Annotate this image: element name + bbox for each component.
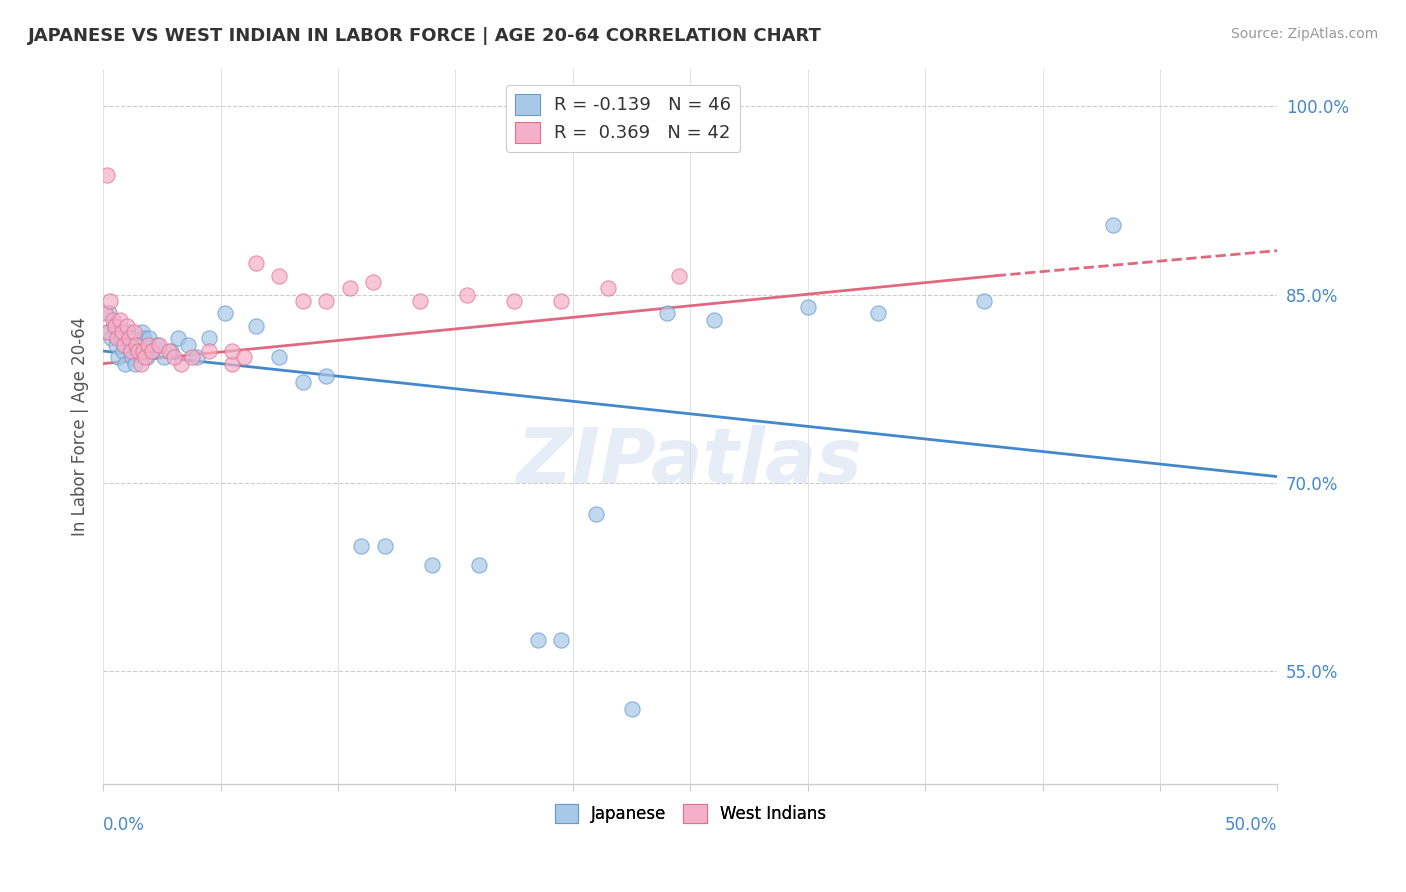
Point: [1102, 219, 1125, 233]
Point: [181, 351, 204, 365]
Text: ZIPatlas: ZIPatlas: [517, 425, 863, 500]
Point: [269, 268, 291, 283]
Point: [136, 338, 159, 352]
Text: 50.0%: 50.0%: [1225, 815, 1278, 834]
Point: [269, 351, 291, 365]
Point: [125, 338, 148, 352]
Point: [97, 325, 120, 339]
Point: [103, 318, 125, 333]
Point: [128, 344, 150, 359]
Point: [98, 293, 121, 308]
Point: [796, 300, 818, 314]
Legend: Japanese, West Indians: Japanese, West Indians: [548, 797, 832, 830]
Point: [157, 344, 180, 359]
Point: [550, 632, 572, 647]
Point: [105, 331, 128, 345]
Text: 0.0%: 0.0%: [103, 815, 145, 834]
Point: [94, 306, 117, 320]
Point: [620, 702, 643, 716]
Point: [107, 351, 129, 365]
Point: [101, 312, 124, 326]
Point: [468, 558, 491, 572]
Point: [132, 344, 155, 359]
Point: [110, 331, 132, 345]
Point: [868, 306, 890, 320]
Point: [703, 312, 725, 326]
Text: Source: ZipAtlas.com: Source: ZipAtlas.com: [1230, 27, 1378, 41]
Point: [291, 293, 314, 308]
Point: [167, 331, 190, 345]
Point: [585, 508, 607, 522]
Point: [503, 293, 526, 308]
Point: [134, 351, 156, 365]
Point: [127, 344, 149, 359]
Point: [127, 338, 149, 352]
Point: [350, 539, 373, 553]
Point: [100, 331, 122, 345]
Point: [550, 293, 572, 308]
Point: [120, 338, 142, 352]
Point: [104, 318, 127, 333]
Point: [361, 275, 384, 289]
Point: [973, 293, 995, 308]
Point: [153, 351, 176, 365]
Y-axis label: In Labor Force | Age 20-64: In Labor Force | Age 20-64: [72, 317, 89, 536]
Point: [112, 338, 135, 352]
Point: [111, 325, 134, 339]
Point: [129, 357, 152, 371]
Point: [420, 558, 443, 572]
Point: [214, 306, 236, 320]
Point: [374, 539, 396, 553]
Point: [138, 331, 160, 345]
Point: [176, 338, 198, 352]
Point: [160, 344, 183, 359]
Point: [198, 344, 221, 359]
Point: [315, 369, 337, 384]
Point: [108, 312, 131, 326]
Point: [668, 268, 690, 283]
Point: [117, 325, 139, 339]
Point: [198, 331, 221, 345]
Point: [122, 325, 145, 339]
Point: [339, 281, 361, 295]
Point: [131, 325, 153, 339]
Point: [169, 357, 191, 371]
Point: [118, 331, 141, 345]
Point: [221, 344, 243, 359]
Point: [186, 351, 208, 365]
Point: [315, 293, 337, 308]
Point: [115, 318, 138, 333]
Point: [148, 338, 170, 352]
Point: [409, 293, 432, 308]
Point: [112, 344, 135, 359]
Point: [526, 632, 548, 647]
Point: [98, 306, 121, 320]
Point: [105, 338, 128, 352]
Point: [96, 325, 118, 339]
Point: [245, 318, 267, 333]
Point: [141, 344, 163, 359]
Point: [655, 306, 678, 320]
Point: [135, 351, 157, 365]
Text: JAPANESE VS WEST INDIAN IN LABOR FORCE | AGE 20-64 CORRELATION CHART: JAPANESE VS WEST INDIAN IN LABOR FORCE |…: [28, 27, 823, 45]
Point: [162, 351, 184, 365]
Point: [114, 357, 136, 371]
Point: [233, 351, 256, 365]
Point: [120, 344, 142, 359]
Point: [221, 357, 243, 371]
Point: [598, 281, 620, 295]
Point: [134, 331, 156, 345]
Point: [456, 287, 478, 301]
Point: [291, 376, 314, 390]
Point: [146, 338, 169, 352]
Point: [245, 256, 267, 270]
Point: [124, 357, 146, 371]
Point: [141, 344, 163, 359]
Point: [121, 351, 143, 365]
Point: [96, 168, 118, 182]
